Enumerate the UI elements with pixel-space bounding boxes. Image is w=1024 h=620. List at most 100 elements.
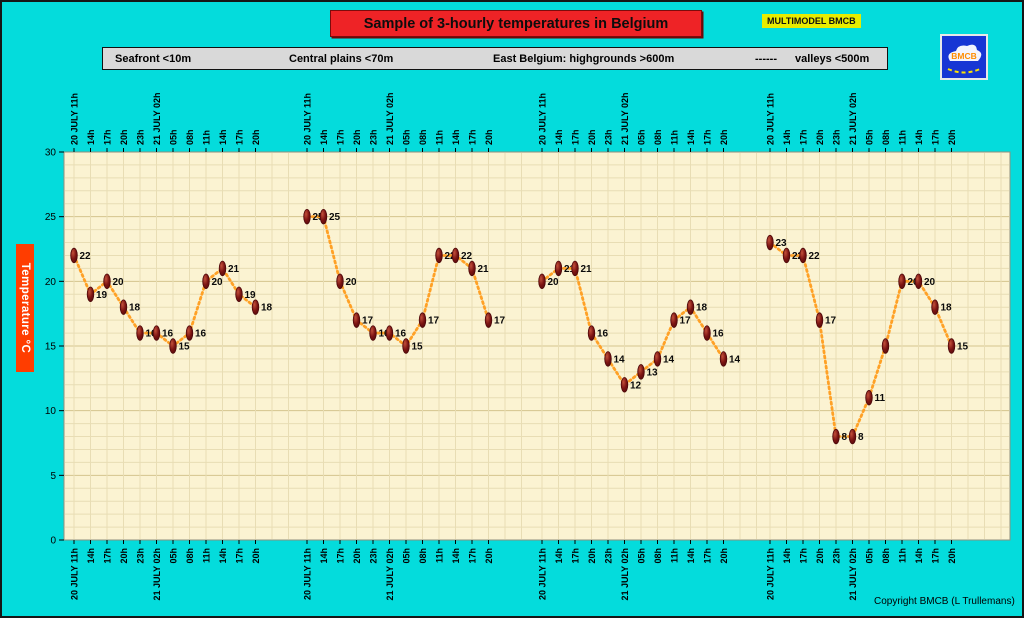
x-tick-label-top: 05h [865,129,875,145]
x-tick-label-bottom: 05h [402,548,412,564]
data-point-marker [766,234,774,251]
x-tick-label-bottom: 05h [637,548,647,564]
x-tick-label-bottom: 17h [931,548,941,564]
y-tick-label: 30 [45,148,57,159]
data-point-label: 20 [346,277,358,288]
logo-sparkle-icon [947,68,981,74]
data-point-marker [604,351,612,367]
data-point-label: 17 [362,316,374,327]
x-tick-label-bottom: 14h [86,548,96,564]
data-point-marker [865,390,873,406]
x-tick-label-bottom: 11h [202,548,212,563]
data-point-label: 22 [445,251,457,262]
data-point-label: 20 [924,277,936,288]
data-point-label: 22 [461,251,473,262]
data-point-marker [86,286,95,302]
x-tick-label-top: 17h [571,129,581,145]
x-tick-label-top: 23h [832,129,842,145]
data-point-label: 17 [825,316,837,327]
x-tick-label-top: 20 JULY 11h [766,93,776,145]
x-tick-label-bottom: 17h [703,548,713,564]
x-tick-label-bottom: 21 JULY 02h [385,548,395,601]
x-tick-label-bottom: 14h [554,548,564,564]
x-tick-label-bottom: 20h [484,548,494,564]
x-axis-labels: 20 JULY 11h 20 JULY 11h 14h 14h 17h 17h 20h 20h… [70,92,958,600]
data-point-marker [587,325,596,341]
data-point-label: 15 [957,342,969,353]
x-tick-label-bottom: 17h [468,548,478,564]
data-point-marker [484,312,493,328]
legend-item-central-plains: Central plains <70m [289,52,394,65]
data-point-marker [169,338,177,354]
data-point-label: 16 [597,329,609,340]
x-tick-label-bottom: 20h [947,548,957,564]
x-tick-label-bottom: 17h [103,548,113,564]
data-point-marker [451,247,460,264]
x-tick-label-top: 17h [468,129,478,145]
x-tick-label-top: 08h [881,129,891,145]
x-tick-label-bottom: 20h [719,548,729,564]
data-point-marker [620,377,629,393]
data-point-label: 14 [614,354,626,365]
data-point-marker [336,273,344,290]
legend-dash-line-sample: ------ [755,52,777,65]
y-tick-label: 15 [45,342,57,353]
data-point-marker [554,260,563,277]
x-tick-label-top: 20 JULY 11h [70,93,80,145]
series-1: 25 25 20 17 16 16 15 17 22 22 21 17 [303,208,506,354]
data-point-label: 20 [908,277,920,288]
data-point-marker [352,312,361,328]
x-tick-label-bottom: 11h [898,548,908,563]
y-axis-labels: 0 5 10 15 20 25 30 [45,148,64,547]
data-point-label: 22 [80,251,92,262]
data-point-marker [251,299,260,315]
x-tick-label-bottom: 11h [670,548,680,563]
x-tick-label-top: 20h [947,129,957,145]
x-tick-label-bottom: 05h [865,548,875,564]
copyright-text: Copyright BMCB (L Trullemans) [874,596,1015,607]
x-tick-label-bottom: 20 JULY 11h [303,548,313,600]
data-point-marker [202,273,210,290]
data-point-marker [832,428,840,445]
x-tick-label-bottom: 08h [653,548,663,564]
data-point-label: 16 [713,329,725,340]
data-point-label: 21 [228,264,240,275]
data-point-marker [185,325,194,341]
y-tick-label: 0 [50,536,56,547]
x-tick-label-bottom: 08h [881,548,891,564]
y-tick-label: 25 [45,212,57,223]
data-point-label: 23 [776,238,788,249]
x-tick-label-bottom: 14h [218,548,228,564]
data-point-marker [235,286,243,302]
data-point-marker [369,325,377,341]
data-point-label: 19 [96,290,108,301]
x-tick-label-bottom: 23h [369,548,379,564]
x-tick-label-top: 20h [719,129,729,145]
x-tick-label-top: 17h [336,129,346,145]
data-point-marker [881,338,890,354]
x-tick-label-top: 21 JULY 02h [152,92,162,145]
x-tick-label-bottom: 20h [352,548,362,564]
series-0: 22 19 20 18 16 16 15 16 20 21 19 18 [70,247,273,354]
x-tick-label-top: 20 JULY 11h [538,93,548,145]
x-tick-label-bottom: 20 JULY 11h [766,548,776,600]
x-tick-label-top: 05h [402,129,412,145]
data-point-marker [947,338,956,354]
series-3: 23 22 22 17 8 8 11 20 20 18 15 [766,234,969,445]
x-tick-label-top: 14h [218,129,228,145]
x-tick-label-top: 20h [119,129,129,145]
data-point-label: 11 [875,393,886,404]
x-tick-label-top: 17h [703,129,713,145]
data-point-label: 25 [313,212,325,223]
data-point-label: 12 [630,380,642,391]
x-tick-label-top: 11h [202,130,212,145]
x-tick-label-top: 05h [169,129,179,145]
x-tick-label-bottom: 23h [832,548,842,564]
data-point-marker [435,247,443,264]
data-point-label: 22 [809,251,821,262]
series-2: 20 21 21 16 14 12 13 14 17 18 16 14 [538,260,741,393]
data-point-marker [914,273,923,290]
x-tick-label-bottom: 21 JULY 02h [152,548,162,601]
x-tick-label-top: 17h [103,129,113,145]
